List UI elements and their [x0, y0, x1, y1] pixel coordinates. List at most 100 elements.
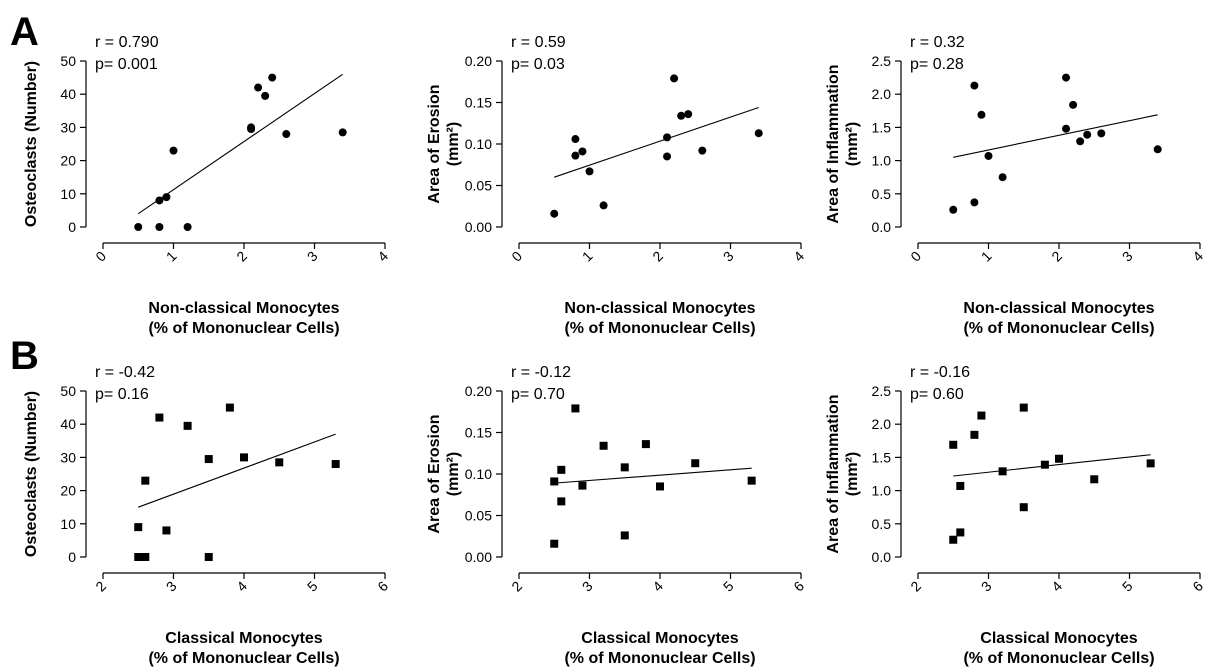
data-point — [162, 193, 171, 202]
data-point — [670, 74, 679, 83]
chart-2: 0.00 0.05 0.10 0.15 0.20 0 1 2 3 4 Non-classical M… — [426, 34, 807, 337]
x-axis-title: Non-classical Monocytes — [963, 300, 1154, 317]
data-point — [698, 146, 707, 155]
y-tick-label: 50 — [60, 53, 76, 69]
chart-3: 0.0 0.5 1.0 1.5 2.0 2.5 0 1 2 3 4 Non-classical Mon… — [825, 34, 1206, 337]
x-tick-label: 0 — [907, 248, 924, 265]
data-point — [155, 223, 164, 231]
y-tick-label: 50 — [60, 383, 76, 399]
y-axis-title: Area of Inflammation — [825, 394, 842, 553]
data-point — [1146, 459, 1155, 468]
data-point — [557, 497, 566, 506]
y-tick-label: 1.0 — [872, 153, 892, 169]
regression-line — [138, 433, 336, 508]
data-point — [663, 152, 672, 161]
data-point — [977, 110, 986, 119]
data-point — [183, 223, 192, 231]
data-point — [970, 430, 979, 439]
data-point — [578, 481, 587, 490]
stat-p: p= 0.001 — [95, 56, 158, 73]
y-tick-label: 0.5 — [872, 186, 892, 202]
regression-line — [953, 114, 1158, 158]
x-axis-title: Classical Monocytes — [980, 630, 1138, 647]
data-point — [204, 553, 213, 561]
data-point — [557, 465, 566, 474]
x-axis-title: Non-classical Monocytes — [148, 300, 339, 317]
data-point — [949, 535, 958, 544]
x-axis-subtitle: (% of Mononuclear Cells) — [148, 320, 339, 337]
regression-line — [953, 454, 1151, 477]
data-point — [1076, 137, 1085, 146]
data-point — [956, 481, 965, 490]
data-point — [1090, 475, 1099, 484]
data-point — [970, 198, 979, 207]
data-point — [275, 458, 284, 467]
y-tick-label: 10 — [60, 186, 76, 202]
data-point — [956, 528, 965, 537]
data-point — [1083, 130, 1092, 139]
y-tick-label: 0.20 — [465, 53, 492, 69]
x-tick-label: 6 — [790, 578, 807, 595]
y-tick-label: 2.0 — [872, 416, 892, 432]
data-point — [162, 526, 171, 535]
y-tick-label: 0.05 — [465, 178, 492, 194]
stat-p: p= 0.03 — [511, 56, 565, 73]
data-point — [684, 110, 693, 119]
data-point — [550, 209, 559, 218]
data-point — [1153, 145, 1162, 154]
data-point — [204, 455, 213, 464]
y-axis-title: Area of Inflammation — [825, 64, 842, 223]
chart-5: 0.00 0.05 0.10 0.15 0.20 2 3 4 5 6 Classical Monoc… — [426, 364, 807, 667]
x-axis-subtitle: (% of Mononuclear Cells) — [564, 650, 755, 667]
x-axis-subtitle: (% of Mononuclear Cells) — [963, 650, 1154, 667]
y-axis-subtitle: (mm²) — [844, 452, 861, 496]
x-tick-label: 4 — [1189, 248, 1206, 265]
y-tick-label: 20 — [60, 153, 76, 169]
x-tick-label: 2 — [649, 248, 666, 265]
y-tick-label: 0.20 — [465, 383, 492, 399]
data-point — [620, 463, 629, 472]
y-tick-label: 0.15 — [465, 425, 492, 441]
y-axis-subtitle: (mm²) — [445, 122, 462, 166]
data-point — [599, 441, 608, 450]
chart-4: 0 10 20 30 40 50 2 3 4 5 6 Classical Monocytes (% of… — [23, 364, 391, 667]
stat-p: p= 0.28 — [910, 56, 964, 73]
data-point — [998, 173, 1007, 182]
data-point — [984, 151, 993, 160]
x-tick-label: 3 — [1119, 248, 1136, 265]
x-tick-label: 5 — [720, 578, 737, 595]
x-tick-label: 6 — [374, 578, 391, 595]
data-point — [977, 411, 986, 420]
y-tick-label: 1.5 — [872, 449, 892, 465]
stat-r: r = 0.59 — [511, 34, 566, 51]
data-point — [169, 146, 178, 155]
stat-r: r = 0.32 — [910, 34, 965, 51]
data-point — [571, 151, 580, 160]
stat-p: p= 0.16 — [95, 386, 149, 403]
chart-6: 0.0 0.5 1.0 1.5 2.0 2.5 2 3 4 5 6 Classical Monocyt… — [825, 364, 1206, 667]
data-point — [240, 453, 248, 462]
x-tick-label: 3 — [720, 248, 737, 265]
x-tick-label: 5 — [1119, 578, 1136, 595]
data-point — [571, 135, 580, 144]
data-point — [1069, 100, 1078, 109]
y-tick-label: 20 — [60, 483, 76, 499]
data-point — [656, 482, 664, 491]
data-point — [247, 125, 256, 134]
data-point — [949, 205, 958, 214]
y-tick-label: 2.5 — [872, 383, 892, 399]
x-tick-label: 6 — [1189, 578, 1206, 595]
x-axis-subtitle: (% of Mononuclear Cells) — [148, 650, 339, 667]
data-point — [578, 147, 587, 156]
data-point — [338, 128, 347, 137]
x-tick-label: 3 — [163, 578, 180, 595]
data-point — [254, 83, 263, 92]
x-tick-label: 2 — [907, 578, 924, 595]
x-tick-label: 2 — [92, 578, 109, 595]
y-tick-label: 40 — [60, 416, 76, 432]
data-point — [134, 553, 143, 561]
x-axis-title: Classical Monocytes — [165, 630, 323, 647]
data-point — [1019, 503, 1028, 512]
x-tick-label: 1 — [579, 248, 596, 265]
